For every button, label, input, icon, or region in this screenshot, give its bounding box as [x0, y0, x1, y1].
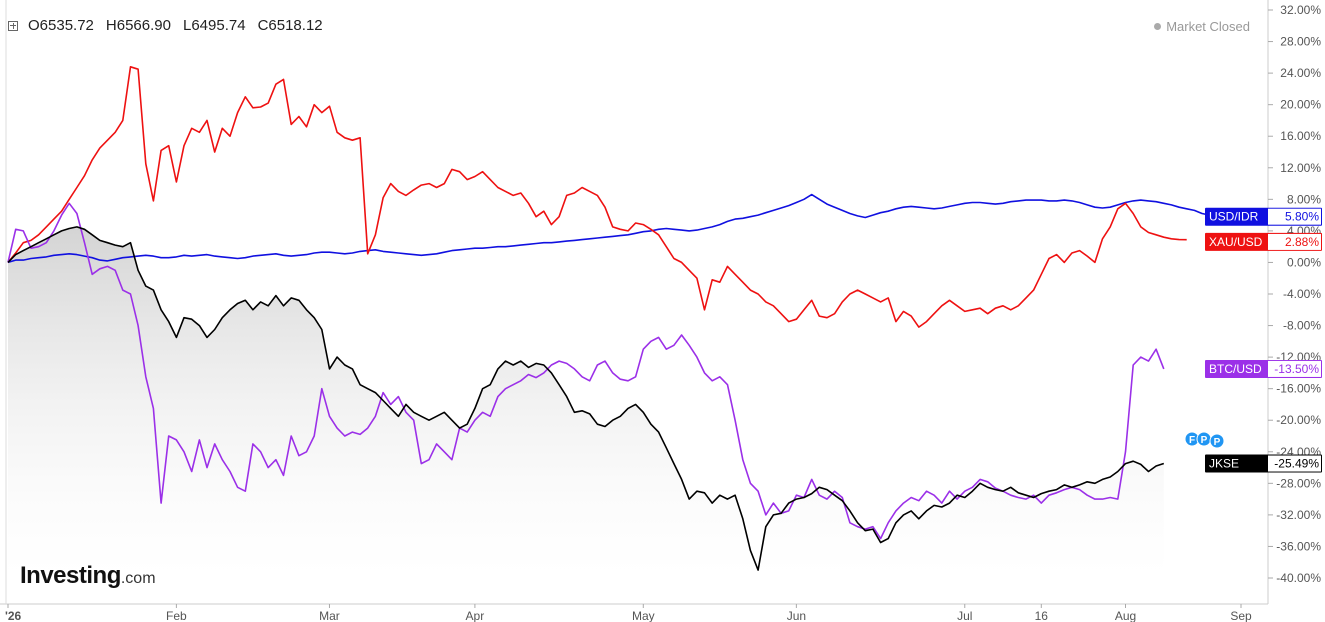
xau-usd-line[interactable] — [7, 66, 1187, 328]
jkse-value-bg — [1268, 455, 1321, 472]
open-value: 6535.72 — [39, 17, 94, 34]
x-tick-label: '26 — [5, 609, 22, 622]
marker-letter: P — [1201, 435, 1208, 446]
y-tick-label: 20.00% — [1280, 98, 1321, 112]
high-label: H — [105, 17, 117, 34]
x-axis: '26 Feb Mar Apr May Jun Jul 16 Aug Sep — [0, 0, 1268, 622]
x-tick-label: May — [632, 609, 655, 622]
y-tick-label: 28.00% — [1280, 35, 1321, 49]
high-value: 6566.90 — [116, 17, 171, 34]
event-marker-p[interactable]: P — [1209, 433, 1225, 449]
jkse-area — [8, 226, 1164, 578]
xau-usd-price-label: XAU/USD 2.88% — [1205, 232, 1322, 251]
low-label: L — [182, 17, 192, 34]
y-tick-label: -20.00% — [1276, 413, 1321, 427]
y-axis: 32.00% 28.00% 24.00% 20.00% 16.00% 12.00% 8.00… — [1267, 0, 1321, 604]
low-value: 6495.74 — [191, 17, 246, 34]
usd-idr-name: USD/IDR — [1209, 210, 1259, 224]
x-tick-label: Sep — [1230, 609, 1252, 622]
y-tick-label: 0.00% — [1287, 255, 1321, 269]
expand-icon[interactable] — [8, 20, 18, 31]
y-tick-label: 24.00% — [1280, 66, 1321, 80]
btc-usd-value-bg — [1268, 360, 1321, 377]
y-tick-label: -16.00% — [1276, 382, 1321, 396]
y-tick-label: -36.00% — [1276, 539, 1321, 553]
y-tick-label: -28.00% — [1276, 476, 1321, 490]
marker-circle[interactable] — [1209, 433, 1225, 449]
event-marker-p[interactable]: P — [1196, 431, 1212, 447]
y-tick-label: -40.00% — [1276, 571, 1321, 585]
series-lines — [7, 66, 1287, 571]
usd-idr-price-label: USD/IDR 5.80% — [1205, 207, 1322, 226]
x-tick-label: 16 — [1035, 609, 1049, 622]
xau-usd-value-bg — [1268, 233, 1321, 250]
usd-idr-line[interactable] — [7, 193, 1287, 264]
y-tick-label: 8.00% — [1287, 192, 1321, 206]
xau-usd-name: XAU/USD — [1209, 235, 1263, 249]
x-tick-label: Mar — [319, 609, 340, 622]
ohlc-legend: O 6535.72 H 6566.90 L 6495.74 C 6518.12 — [8, 17, 335, 34]
y-tick-label: -8.00% — [1283, 319, 1321, 333]
y-tick-label: -32.00% — [1276, 508, 1321, 522]
y-tick-label: 16.00% — [1280, 129, 1321, 143]
btc-usd-line[interactable] — [7, 202, 1165, 540]
jkse-area-fill — [8, 226, 1164, 578]
series-price-labels: USD/IDR 5.80% XAU/USD 2.88% BTC/USD -13.50% JK… — [1205, 207, 1322, 473]
close-label: C — [257, 17, 269, 34]
btc-usd-price-label: BTC/USD -13.50% — [1205, 359, 1322, 378]
y-tick-label: 12.00% — [1280, 161, 1321, 175]
jkse-name: JKSE — [1209, 457, 1239, 471]
usd-idr-value: 5.80% — [1285, 210, 1319, 224]
xau-usd-value: 2.88% — [1285, 235, 1319, 249]
market-status-text: Market Closed — [1166, 19, 1250, 34]
status-dot-icon — [1154, 23, 1162, 31]
x-tick-label: Apr — [466, 609, 485, 622]
usd-idr-value-bg — [1268, 208, 1321, 225]
market-status: Market Closed — [1154, 19, 1250, 34]
logo-suffix: .com — [120, 570, 156, 587]
y-tick-label: -4.00% — [1283, 287, 1321, 301]
jkse-value: -25.49% — [1274, 457, 1319, 471]
x-tick-label: Jul — [957, 609, 972, 622]
close-value: 6518.12 — [268, 17, 323, 34]
y-tick-label: 32.00% — [1280, 3, 1321, 17]
investing-logo[interactable]: Investing.com — [20, 562, 156, 590]
jkse-line[interactable] — [7, 226, 1165, 571]
jkse-price-label: JKSE -25.49% — [1205, 454, 1322, 473]
open-label: O — [28, 17, 40, 34]
x-tick-label: Jun — [787, 609, 806, 622]
logo-brand: Investing — [20, 562, 121, 589]
x-tick-label: Feb — [166, 609, 187, 622]
btc-usd-value: -13.50% — [1274, 362, 1319, 376]
x-tick-label: Aug — [1115, 609, 1136, 622]
marker-letter: F — [1189, 435, 1195, 446]
marker-letter: P — [1214, 437, 1221, 448]
btc-usd-name: BTC/USD — [1209, 362, 1262, 376]
